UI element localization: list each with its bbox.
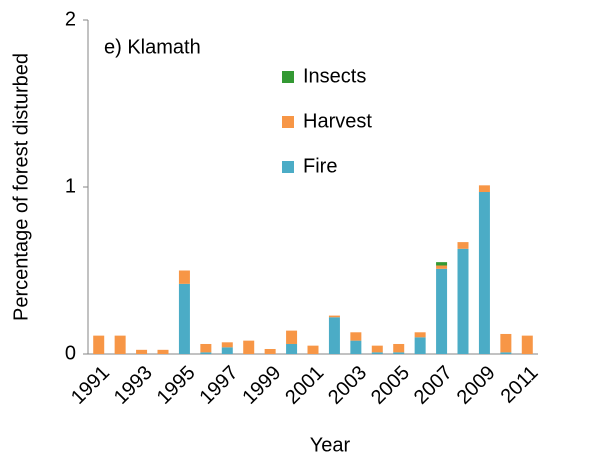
legend-swatch [282,116,294,128]
bar-segment [393,352,405,354]
legend-swatch [282,71,294,83]
bar-segment [178,283,190,354]
bar-segment [200,352,212,354]
bar-segment [436,262,448,266]
x-tick-label: 1991 [67,362,114,409]
bar-segment [414,332,426,338]
bar-segment [114,335,126,354]
bar-segment [93,335,105,354]
bar-segment [307,345,319,354]
y-axis-label: Percentage of forest disturbed [10,53,32,321]
x-tick-label: 2011 [497,362,543,408]
bar-segment [350,340,362,354]
bar-segment [500,352,512,354]
bar-segment [221,347,233,354]
y-tick-label: 2 [65,8,76,30]
x-tick-label: 1999 [238,362,285,409]
x-tick-label: 1997 [196,362,243,409]
bar-segment [136,349,148,354]
x-axis-label: Year [310,434,351,456]
bar-segment [457,242,469,249]
legend-label: Harvest [303,110,372,132]
bar-segment [328,315,340,318]
bar-segment [243,340,255,354]
bar-segment [478,185,490,193]
bar-segment [500,333,512,353]
bar-segment [200,343,212,353]
bar-segment [436,268,448,354]
bar-segment [436,265,448,269]
x-tick-label: 1995 [153,362,200,409]
bar-segment [350,332,362,341]
bar-segment [393,343,405,353]
bar-segment [178,270,190,284]
legend-label: Fire [303,155,337,177]
x-tick-label: 2001 [281,362,328,409]
x-tick-label: 2007 [410,362,457,409]
bar-segment [221,342,233,348]
x-tick-label: 2009 [453,362,500,409]
legend-label: Insects [303,65,366,87]
legend-swatch [282,161,294,173]
bar-segment [457,248,469,354]
y-tick-label: 0 [65,342,76,364]
annotation: e) Klamath [104,36,201,58]
bar-segment [521,335,533,354]
bar-segment [286,330,298,344]
x-tick-label: 1993 [110,362,157,409]
bar-segment [478,192,490,354]
bar-segment [414,337,426,354]
x-tick-label: 2005 [367,362,414,409]
bar-segment [157,349,169,354]
bar-segment [371,352,383,354]
x-tick-label: 2003 [324,362,371,409]
bar-segment [328,317,340,354]
bar-segment [286,343,298,354]
bar-segment [371,345,383,353]
y-tick-label: 1 [65,175,76,197]
bar-segment [264,348,276,354]
